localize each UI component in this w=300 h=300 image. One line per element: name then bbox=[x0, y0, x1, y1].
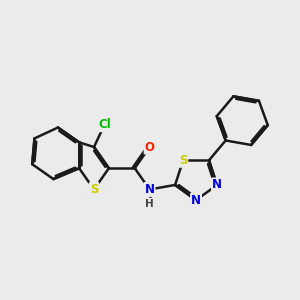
Text: N: N bbox=[191, 194, 201, 207]
Text: N: N bbox=[145, 183, 154, 196]
Text: O: O bbox=[145, 140, 154, 154]
Text: H: H bbox=[145, 199, 154, 209]
Text: S: S bbox=[179, 154, 188, 167]
Text: S: S bbox=[90, 183, 98, 196]
Text: Cl: Cl bbox=[98, 118, 111, 131]
Text: N: N bbox=[212, 178, 222, 191]
